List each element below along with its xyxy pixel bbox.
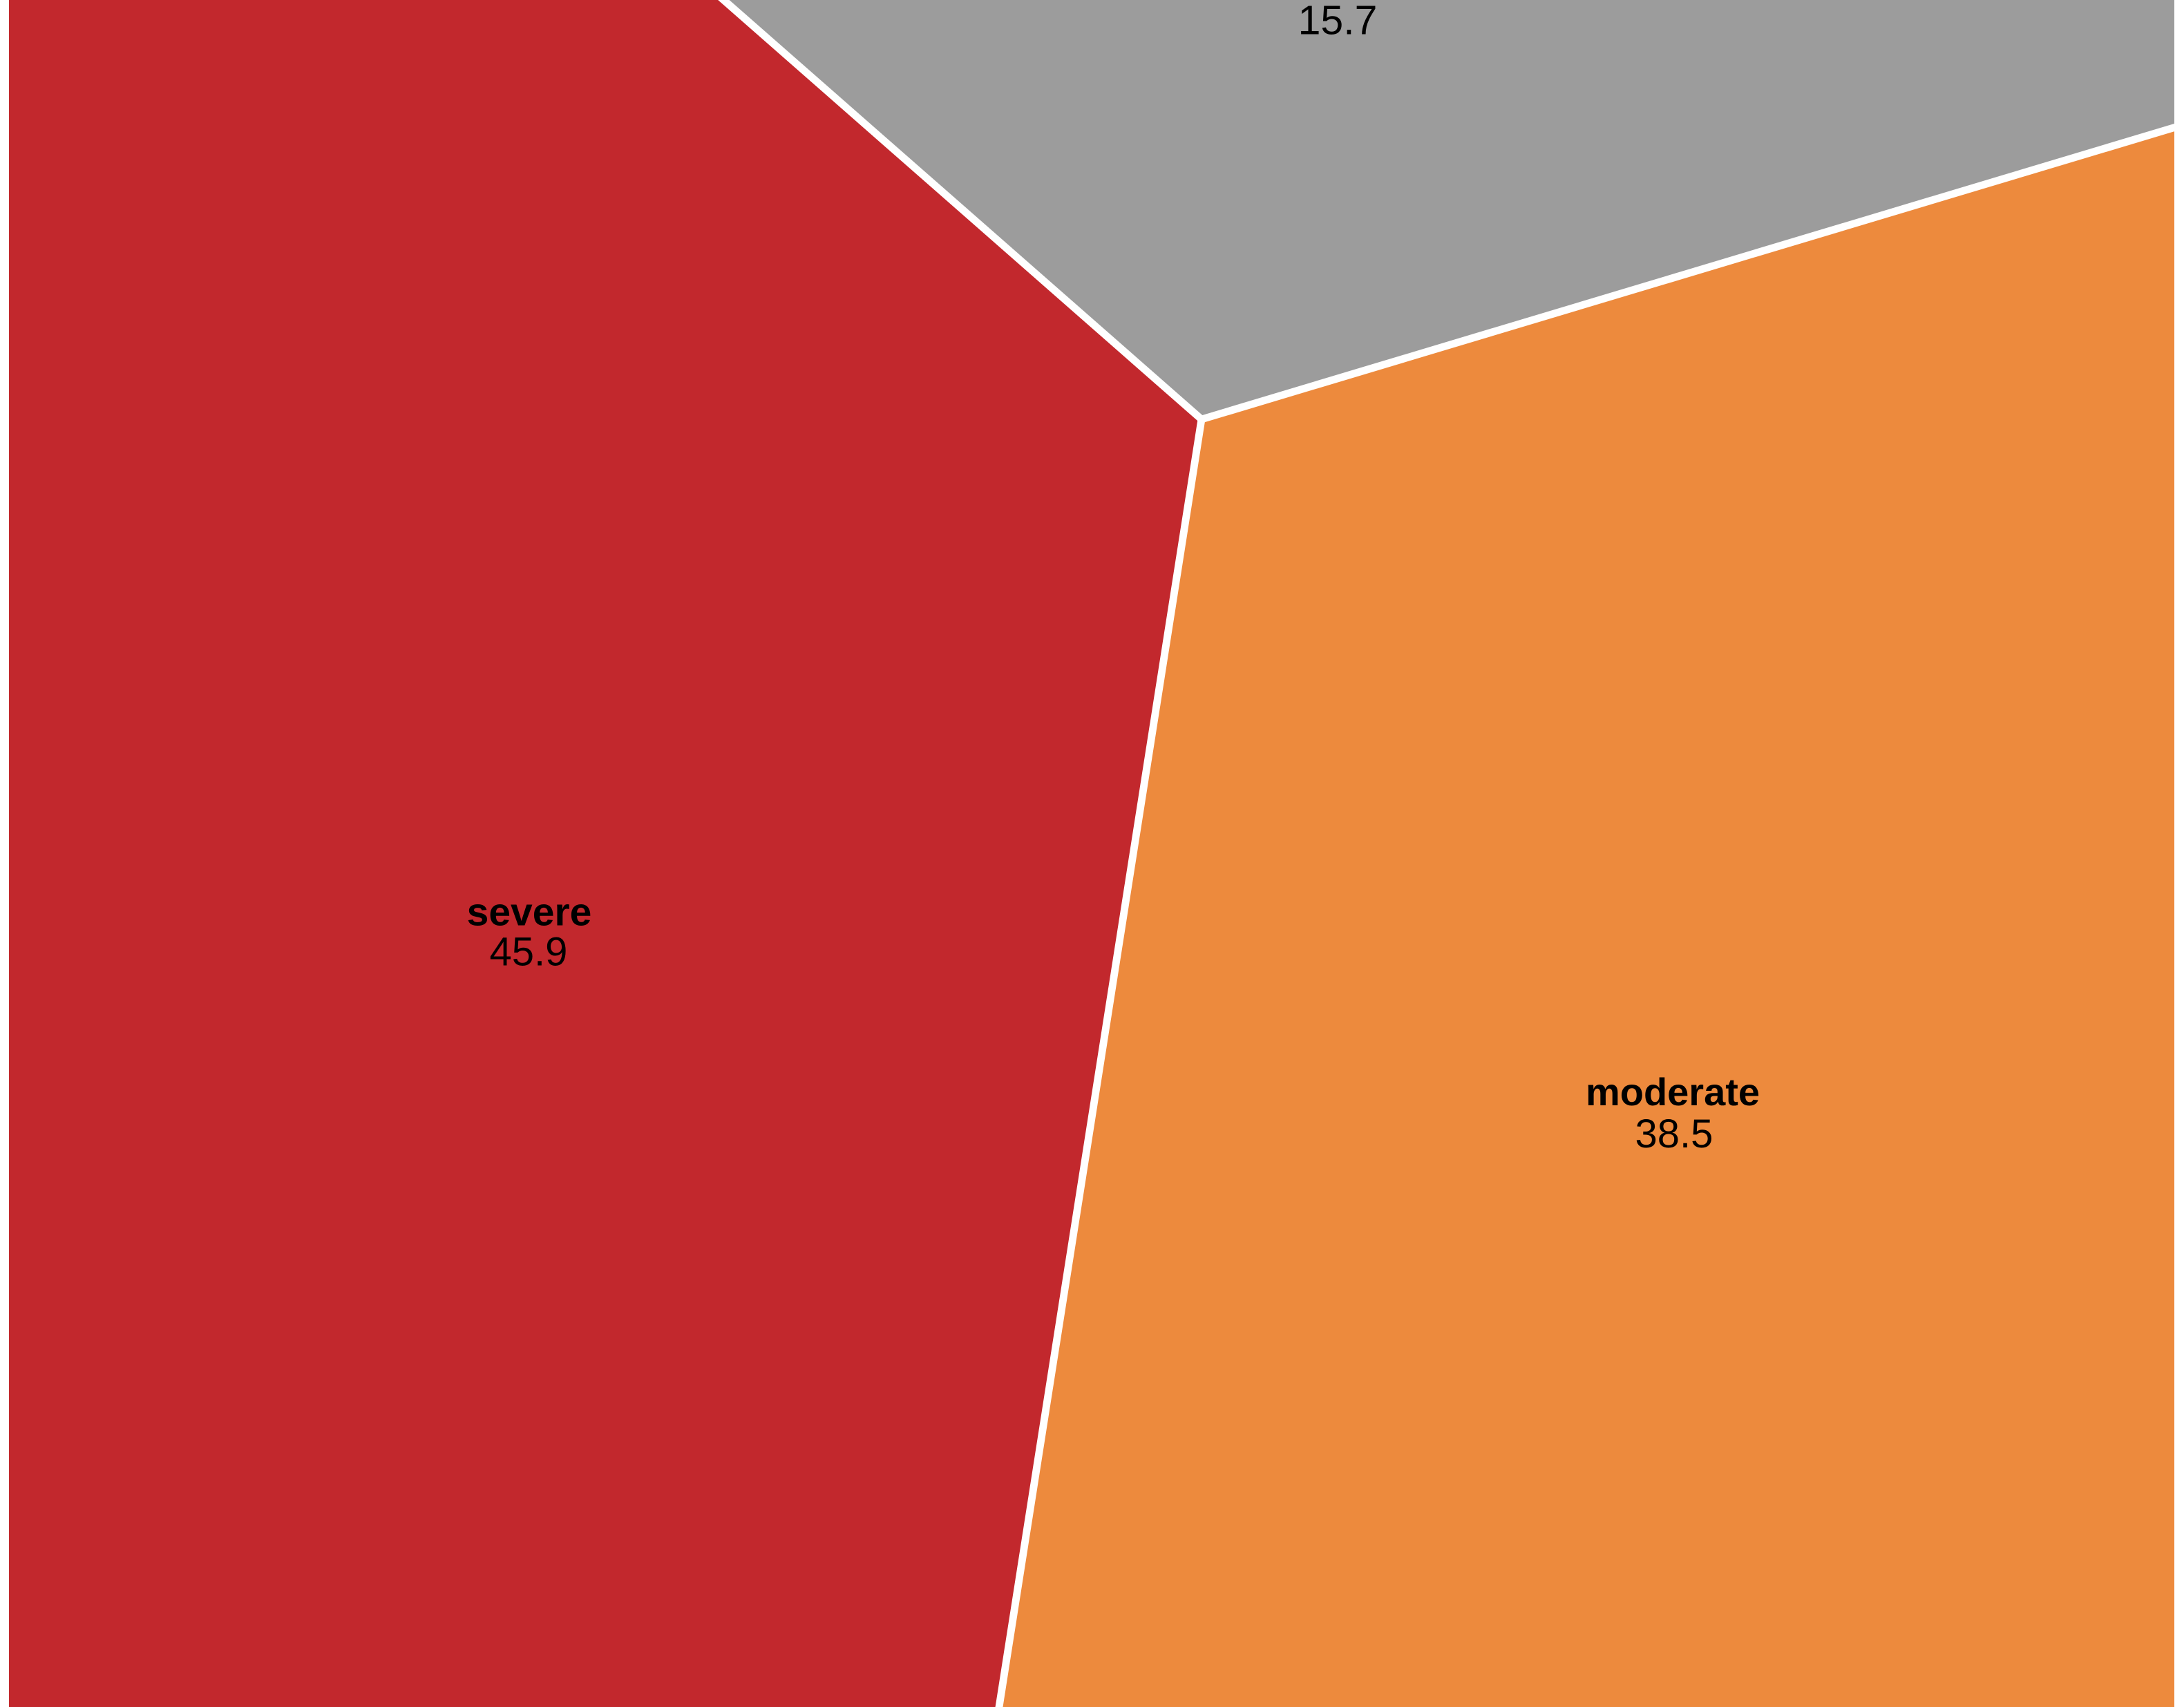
svg-text:moderate: moderate — [1586, 1070, 1760, 1114]
svg-text:38.5: 38.5 — [1635, 1112, 1713, 1156]
svg-text:45.9: 45.9 — [490, 930, 568, 975]
svg-text:severe: severe — [467, 890, 592, 934]
svg-text:15.7: 15.7 — [1298, 0, 1378, 44]
